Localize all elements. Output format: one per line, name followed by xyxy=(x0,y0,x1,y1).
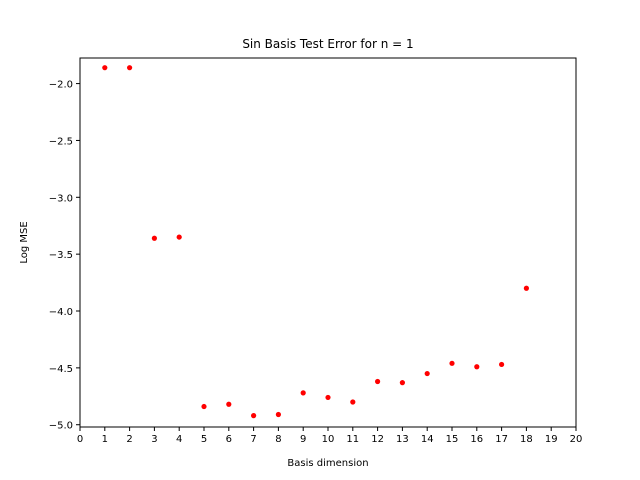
data-point xyxy=(251,413,257,419)
data-point xyxy=(176,234,182,240)
x-tick-label: 19 xyxy=(545,434,558,445)
x-tick-label: 8 xyxy=(275,434,281,445)
x-tick-label: 10 xyxy=(322,434,335,445)
data-point xyxy=(424,370,430,377)
x-tick-label: 20 xyxy=(570,434,583,445)
data-point xyxy=(449,360,455,366)
y-axis-label: Log MSE xyxy=(19,221,30,263)
x-tick-label: 18 xyxy=(520,434,533,445)
y-tick-label: −4.5 xyxy=(49,364,73,375)
x-tick-label: 9 xyxy=(300,434,306,445)
data-point xyxy=(226,401,232,407)
data-point xyxy=(399,380,405,386)
x-tick-label: 7 xyxy=(250,434,256,445)
data-point xyxy=(300,390,306,396)
x-tick-label: 17 xyxy=(495,434,508,445)
x-tick-label: 6 xyxy=(226,434,232,445)
data-point xyxy=(474,364,480,370)
y-tick-label: −5.0 xyxy=(49,421,73,432)
data-point xyxy=(499,361,505,368)
data-point xyxy=(375,378,381,385)
x-tick-label: 14 xyxy=(421,434,434,445)
x-tick-label: 2 xyxy=(126,434,132,445)
data-point xyxy=(102,65,108,71)
x-tick-label: 0 xyxy=(77,434,83,445)
y-tick-label: −2.5 xyxy=(49,136,73,147)
x-tick-label: 4 xyxy=(176,434,182,445)
plot-area xyxy=(79,57,577,428)
x-tick-label: 1 xyxy=(102,434,108,445)
data-point xyxy=(201,403,207,410)
data-series xyxy=(102,65,530,419)
x-tick-label: 11 xyxy=(346,434,359,445)
y-tick-label: −4.0 xyxy=(49,307,73,318)
data-point xyxy=(325,394,331,401)
x-tick-label: 12 xyxy=(371,434,384,445)
x-tick-label: 5 xyxy=(201,434,207,445)
y-tick-label: −3.5 xyxy=(49,250,73,261)
data-point xyxy=(275,411,281,418)
x-axis-label: Basis dimension xyxy=(287,458,368,469)
chart-title: Sin Basis Test Error for n = 1 xyxy=(242,37,413,51)
x-tick-label: 15 xyxy=(446,434,459,445)
data-point xyxy=(151,235,157,241)
data-point xyxy=(127,65,133,71)
x-tick-label: 3 xyxy=(151,434,157,445)
x-tick-label: 13 xyxy=(396,434,409,445)
x-axis: 0 1 2 3 4 5 6 7 8 9 10 11 12 13 14 15 16 17 18 19 20 xyxy=(77,427,583,445)
x-tick-label: 16 xyxy=(470,434,483,445)
data-point xyxy=(350,399,356,405)
y-tick-label: −2.0 xyxy=(49,80,73,91)
y-tick-label: −3.0 xyxy=(49,193,73,204)
y-axis: −2.0 −2.5 −3.0 −3.5 −4.0 −4.5 −5.0 xyxy=(49,80,80,432)
data-point xyxy=(523,285,530,291)
